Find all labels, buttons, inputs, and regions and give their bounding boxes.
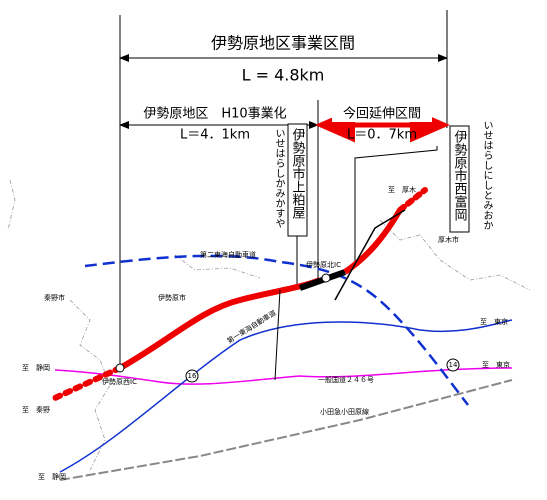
- place-name: 伊勢原市西富岡: [452, 130, 468, 221]
- map-label: 秦野市: [44, 293, 65, 302]
- place-box: [287, 123, 308, 237]
- map-label: 厚木市: [438, 235, 459, 244]
- header-length: L = 4.8km: [242, 66, 325, 85]
- route-number: 14: [449, 361, 458, 369]
- map-label: 一般国道２４６号: [318, 375, 374, 384]
- section-name: 今回延伸区間: [343, 106, 421, 122]
- map-label: 伊勢原北IC: [306, 260, 341, 269]
- header-title: 伊勢原地区事業区間: [211, 34, 355, 53]
- place-reading: いせはらしにしとみおか: [481, 120, 493, 230]
- map-label: 至 秦野: [22, 405, 50, 414]
- route-marker: [185, 369, 199, 383]
- section-length: L＝0．7km: [347, 128, 417, 143]
- map-label: 至 厚木: [388, 185, 416, 194]
- section-name: 伊勢原地区 H10事業化: [143, 106, 286, 122]
- roads: [52, 187, 513, 481]
- route-number: 16: [188, 372, 197, 380]
- place-name: 伊勢原市上粕屋: [290, 128, 306, 220]
- place-reading: いせはらしかみかすや: [273, 128, 285, 228]
- place-box: [449, 125, 470, 233]
- map-label: 至 静岡: [38, 472, 66, 481]
- map-label: 第一東海自動車道: [225, 308, 277, 345]
- map-label: 伊勢原西IC: [102, 377, 137, 386]
- map-label: 小田急小田原線: [320, 407, 369, 416]
- map-label: 第二東海自動車道: [200, 250, 256, 259]
- ic-marker: [115, 363, 125, 373]
- map-label: 至 静岡: [22, 363, 50, 372]
- ic-marker: [321, 273, 331, 283]
- map-label: 至 東京: [482, 360, 510, 369]
- route-marker: [446, 358, 460, 372]
- section-length: L＝4．1km: [180, 128, 250, 143]
- label-bg: [332, 106, 432, 122]
- map-label: 至 東京: [480, 317, 508, 326]
- map-label: 伊勢原市: [158, 293, 186, 302]
